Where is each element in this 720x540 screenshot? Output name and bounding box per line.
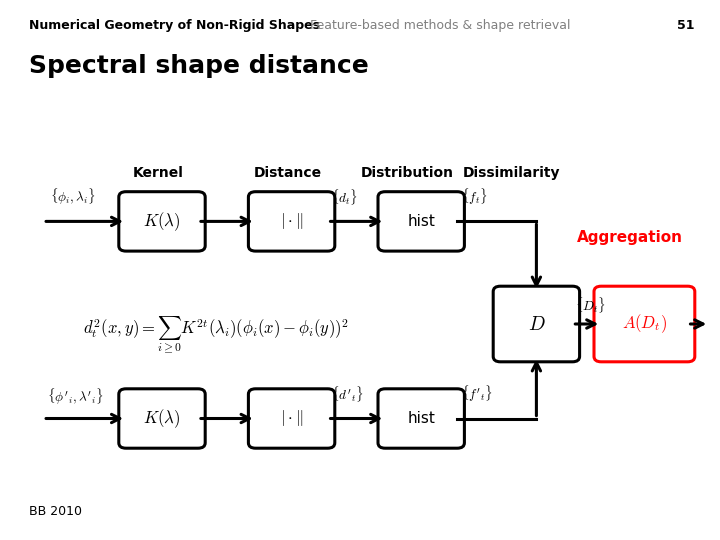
Text: hist: hist — [408, 214, 435, 229]
Text: Dissimilarity: Dissimilarity — [462, 166, 560, 180]
FancyBboxPatch shape — [594, 286, 695, 362]
FancyBboxPatch shape — [248, 192, 335, 251]
Text: $d_t^2(x,y) = \sum_{i \geq 0} K^{2t}(\lambda_i)(\phi_i(x) - \phi_i(y))^2$: $d_t^2(x,y) = \sum_{i \geq 0} K^{2t}(\la… — [83, 314, 349, 356]
Text: $\{f_t\}$: $\{f_t\}$ — [461, 187, 487, 207]
FancyBboxPatch shape — [493, 286, 580, 362]
Text: $A(D_t)$: $A(D_t)$ — [622, 313, 667, 335]
Text: hist: hist — [408, 411, 435, 426]
Text: Numerical Geometry of Non-Rigid Shapes: Numerical Geometry of Non-Rigid Shapes — [29, 19, 320, 32]
Text: $D$: $D$ — [528, 314, 545, 334]
Text: Feature-based methods & shape retrieval: Feature-based methods & shape retrieval — [310, 19, 570, 32]
Text: Distance: Distance — [254, 166, 322, 180]
Text: $\{d'_t\}$: $\{d'_t\}$ — [331, 384, 364, 404]
Text: $K(\lambda)$: $K(\lambda)$ — [143, 407, 181, 430]
FancyBboxPatch shape — [378, 389, 464, 448]
Text: $|\cdot\|$: $|\cdot\|$ — [280, 408, 303, 429]
Text: $\{f'_t\}$: $\{f'_t\}$ — [461, 384, 492, 404]
Text: Spectral shape distance: Spectral shape distance — [29, 54, 369, 78]
Text: $K(\lambda)$: $K(\lambda)$ — [143, 210, 181, 233]
Text: Kernel: Kernel — [133, 166, 184, 180]
Text: BB 2010: BB 2010 — [29, 505, 82, 518]
Text: $\{\phi'_i, \lambda'_i\}$: $\{\phi'_i, \lambda'_i\}$ — [47, 387, 104, 407]
FancyBboxPatch shape — [119, 389, 205, 448]
Text: $\{D_t\}$: $\{D_t\}$ — [575, 295, 606, 315]
Text: $\{\phi_i, \lambda_i\}$: $\{\phi_i, \lambda_i\}$ — [50, 187, 96, 207]
FancyBboxPatch shape — [119, 192, 205, 251]
Text: Aggregation: Aggregation — [577, 230, 683, 245]
Text: $\{d_t\}$: $\{d_t\}$ — [331, 187, 358, 207]
Text: 51: 51 — [677, 19, 694, 32]
Text: Distribution: Distribution — [360, 166, 454, 180]
FancyBboxPatch shape — [248, 389, 335, 448]
Text: $|\cdot\|$: $|\cdot\|$ — [280, 211, 303, 232]
FancyBboxPatch shape — [378, 192, 464, 251]
